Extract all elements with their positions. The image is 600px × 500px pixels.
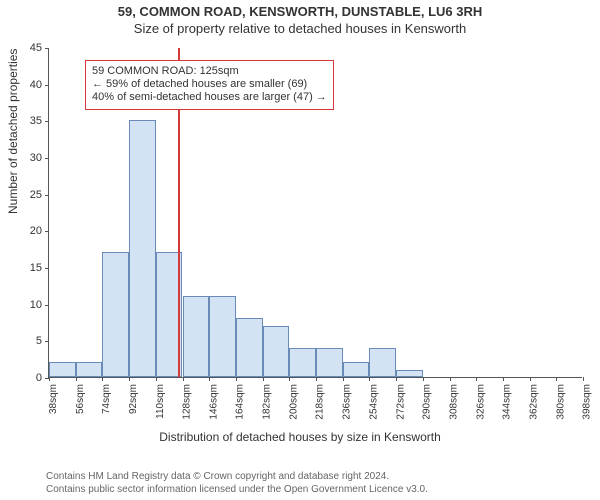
ytick-mark xyxy=(45,305,49,306)
xtick-mark xyxy=(236,377,237,381)
xtick-label: 218sqm xyxy=(315,384,326,420)
ytick-label: 35 xyxy=(18,115,42,127)
xtick-mark xyxy=(503,377,504,381)
histogram-bar xyxy=(263,326,290,377)
xtick-label: 182sqm xyxy=(262,384,273,420)
ytick-mark xyxy=(45,121,49,122)
histogram-bar xyxy=(76,362,103,377)
xtick-mark xyxy=(556,377,557,381)
histogram-bar xyxy=(49,362,76,377)
xtick-mark xyxy=(102,377,103,381)
xtick-mark xyxy=(156,377,157,381)
xtick-mark xyxy=(583,377,584,381)
xtick-mark xyxy=(76,377,77,381)
xtick-mark xyxy=(396,377,397,381)
xtick-label: 38sqm xyxy=(48,384,59,414)
chart-area: 05101520253035404538sqm56sqm74sqm92sqm11… xyxy=(48,48,582,378)
xtick-mark xyxy=(129,377,130,381)
ytick-mark xyxy=(45,231,49,232)
ytick-label: 10 xyxy=(18,299,42,311)
footer-attribution: Contains HM Land Registry data © Crown c… xyxy=(46,471,428,496)
annotation-line1: 59 COMMON ROAD: 125sqm xyxy=(92,65,327,78)
ytick-label: 45 xyxy=(18,42,42,54)
xtick-label: 164sqm xyxy=(235,384,246,420)
xtick-mark xyxy=(369,377,370,381)
title-sub: Size of property relative to detached ho… xyxy=(0,19,600,40)
xtick-label: 110sqm xyxy=(155,384,166,419)
xtick-mark xyxy=(343,377,344,381)
xtick-mark xyxy=(289,377,290,381)
histogram-bar xyxy=(289,348,316,377)
ytick-label: 25 xyxy=(18,189,42,201)
ytick-mark xyxy=(45,158,49,159)
xtick-mark xyxy=(263,377,264,381)
ytick-label: 30 xyxy=(18,152,42,164)
histogram-bar xyxy=(209,296,236,377)
xtick-label: 92sqm xyxy=(128,384,139,414)
histogram-bar xyxy=(396,370,423,377)
xtick-mark xyxy=(423,377,424,381)
title-main: 59, COMMON ROAD, KENSWORTH, DUNSTABLE, L… xyxy=(0,0,600,19)
footer-line2: Contains public sector information licen… xyxy=(46,484,428,497)
xtick-label: 74sqm xyxy=(101,384,112,414)
histogram-bar xyxy=(316,348,343,377)
histogram-bar xyxy=(129,120,156,377)
xtick-mark xyxy=(316,377,317,381)
ytick-label: 20 xyxy=(18,225,42,237)
x-axis-label: Distribution of detached houses by size … xyxy=(0,430,600,444)
xtick-label: 362sqm xyxy=(529,384,540,420)
ytick-mark xyxy=(45,195,49,196)
xtick-mark xyxy=(450,377,451,381)
annotation-box: 59 COMMON ROAD: 125sqm← 59% of detached … xyxy=(85,60,334,110)
xtick-mark xyxy=(49,377,50,381)
ytick-label: 5 xyxy=(18,335,42,347)
xtick-label: 146sqm xyxy=(208,384,219,420)
xtick-label: 380sqm xyxy=(555,384,566,420)
xtick-label: 254sqm xyxy=(368,384,379,420)
ytick-label: 0 xyxy=(18,372,42,384)
histogram-bar xyxy=(343,362,370,377)
annotation-line3: 40% of semi-detached houses are larger (… xyxy=(92,91,327,104)
xtick-label: 344sqm xyxy=(502,384,513,420)
annotation-line2: ← 59% of detached houses are smaller (69… xyxy=(92,78,327,91)
xtick-label: 56sqm xyxy=(75,384,86,414)
xtick-mark xyxy=(476,377,477,381)
footer-line1: Contains HM Land Registry data © Crown c… xyxy=(46,471,428,484)
histogram-bar xyxy=(236,318,263,377)
histogram-bar xyxy=(369,348,396,377)
xtick-mark xyxy=(530,377,531,381)
xtick-label: 200sqm xyxy=(288,384,299,420)
histogram-bar xyxy=(183,296,210,377)
xtick-mark xyxy=(183,377,184,381)
xtick-label: 398sqm xyxy=(582,384,593,420)
xtick-label: 272sqm xyxy=(395,384,406,420)
xtick-label: 326sqm xyxy=(475,384,486,420)
ytick-mark xyxy=(45,341,49,342)
ytick-label: 40 xyxy=(18,79,42,91)
histogram-bar xyxy=(102,252,129,377)
xtick-label: 308sqm xyxy=(449,384,460,420)
ytick-mark xyxy=(45,268,49,269)
ytick-mark xyxy=(45,85,49,86)
xtick-mark xyxy=(209,377,210,381)
xtick-label: 236sqm xyxy=(342,384,353,420)
plot-region: 05101520253035404538sqm56sqm74sqm92sqm11… xyxy=(48,48,582,378)
ytick-label: 15 xyxy=(18,262,42,274)
ytick-mark xyxy=(45,48,49,49)
xtick-label: 128sqm xyxy=(182,384,193,420)
xtick-label: 290sqm xyxy=(422,384,433,420)
